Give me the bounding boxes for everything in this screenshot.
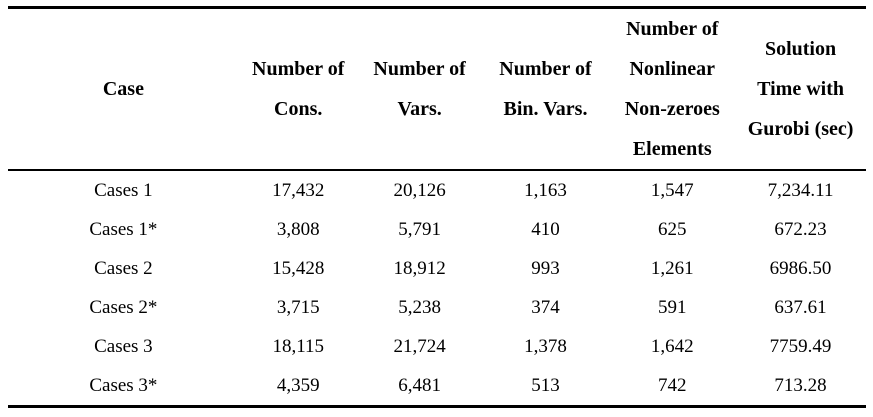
bin-vars-cell: 993 <box>531 257 560 279</box>
cons-cell: 3,808 <box>276 218 320 240</box>
vars-cell: 6,481 <box>398 374 441 396</box>
table-row: Cases 2* 3,715 5,238 374 591 637.61 <box>8 288 866 327</box>
vars-cell: 18,912 <box>393 257 446 279</box>
time-cell: 637.61 <box>774 296 827 318</box>
bin-vars-cell: 513 <box>531 374 560 396</box>
vars-cell: 20,126 <box>393 179 446 201</box>
bin-vars-cell: 410 <box>531 218 560 240</box>
case-cell: Cases 2* <box>89 296 158 318</box>
header-row: Case Number of Cons. Number of Vars. Num… <box>8 8 866 170</box>
col-header-case: Case <box>102 78 144 100</box>
nonlinear-cell: 591 <box>658 296 687 318</box>
col-header-solution-time: Solution Time with Gurobi (sec) <box>747 38 854 140</box>
vars-cell: 5,791 <box>398 218 441 240</box>
case-cell: Cases 3* <box>89 374 158 396</box>
table-row: Cases 1 17,432 20,126 1,163 1,547 7,234.… <box>8 170 866 210</box>
bin-vars-cell: 374 <box>531 296 560 318</box>
case-cell: Cases 1 <box>94 179 153 201</box>
cons-cell: 15,428 <box>272 257 325 279</box>
table-row: Cases 3* 4,359 6,481 513 742 713.28 <box>8 366 866 407</box>
bin-vars-cell: 1,163 <box>524 179 567 201</box>
cons-cell: 17,432 <box>272 179 325 201</box>
table-row: Cases 2 15,428 18,912 993 1,261 6986.50 <box>8 249 866 288</box>
results-table: Case Number of Cons. Number of Vars. Num… <box>8 6 866 408</box>
nonlinear-cell: 742 <box>658 374 687 396</box>
cons-cell: 18,115 <box>272 335 324 357</box>
bin-vars-cell: 1,378 <box>524 335 567 357</box>
col-header-num-vars: Number of Vars. <box>373 58 466 120</box>
cons-cell: 4,359 <box>276 374 320 396</box>
nonlinear-cell: 1,642 <box>650 335 694 357</box>
cons-cell: 3,715 <box>276 296 320 318</box>
time-cell: 672.23 <box>774 218 827 240</box>
time-cell: 6986.50 <box>769 257 832 279</box>
nonlinear-cell: 1,261 <box>650 257 694 279</box>
table-row: Cases 3 18,115 21,724 1,378 1,642 7759.4… <box>8 327 866 366</box>
case-cell: Cases 3 <box>94 335 153 357</box>
col-header-num-nonlinear: Number of Nonlinear Non-zeroes Elements <box>624 18 720 160</box>
nonlinear-cell: 1,547 <box>650 179 694 201</box>
time-cell: 7759.49 <box>769 335 832 357</box>
case-cell: Cases 2 <box>94 257 153 279</box>
case-cell: Cases 1* <box>89 218 158 240</box>
vars-cell: 21,724 <box>393 335 446 357</box>
nonlinear-cell: 625 <box>658 218 687 240</box>
col-header-num-bin-vars: Number of Bin. Vars. <box>499 58 592 120</box>
vars-cell: 5,238 <box>398 296 441 318</box>
col-header-num-cons: Number of Cons. <box>252 58 345 120</box>
time-cell: 713.28 <box>774 374 827 396</box>
time-cell: 7,234.11 <box>767 179 834 201</box>
table-row: Cases 1* 3,808 5,791 410 625 672.23 <box>8 210 866 249</box>
